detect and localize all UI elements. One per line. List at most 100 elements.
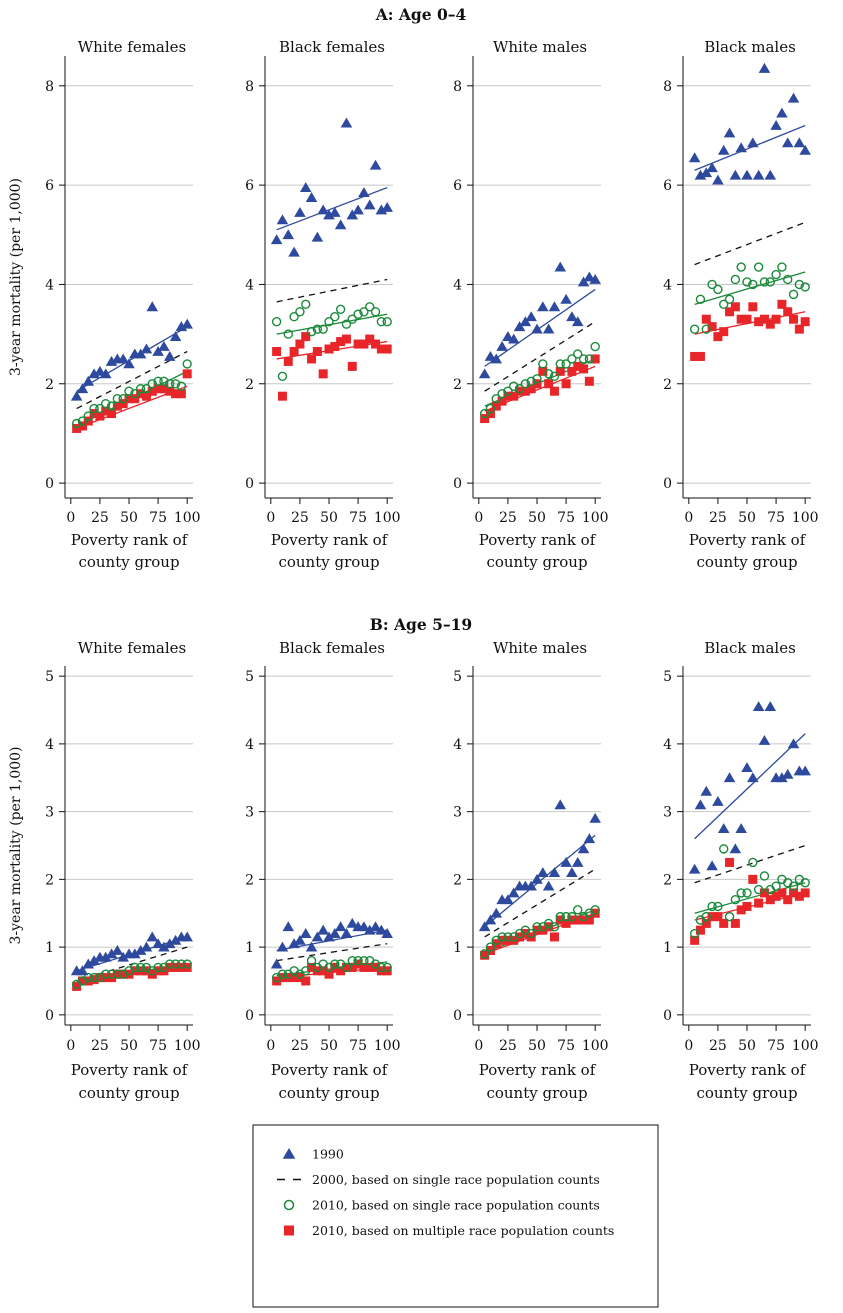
y-tick-label: 0 (663, 476, 672, 492)
x-tick-label: 50 (528, 1038, 546, 1054)
point-1990 (484, 914, 497, 925)
point-1990 (152, 345, 164, 356)
point-1990 (502, 894, 514, 905)
point-2010-multiple (341, 962, 351, 972)
point-1990 (375, 924, 388, 935)
point-2010-multiple (89, 409, 99, 419)
fit-line-2000 (276, 278, 388, 303)
point-2010-single (289, 312, 299, 322)
point-2010-single (724, 294, 735, 305)
x-tick-label: 75 (557, 510, 575, 526)
y-tick-label: 4 (663, 277, 672, 293)
point-2010-multiple (584, 915, 594, 925)
point-2010-multiple (742, 314, 752, 324)
point-1990 (717, 144, 730, 155)
fit-line-2000 (694, 221, 806, 266)
point-2010-single (376, 962, 387, 973)
point-2010-multiple (515, 386, 525, 396)
x-tick-label: 75 (557, 1038, 575, 1054)
legend-item-s2010m: 2010, based on multiple race population … (284, 1223, 614, 1238)
x-axis-label-line: Poverty rank of (479, 531, 597, 549)
x-axis-label: Poverty rank of county group (479, 1061, 597, 1102)
point-1990 (334, 921, 347, 932)
point-2010-single (71, 418, 82, 429)
x-tick-label: 75 (767, 510, 785, 526)
y-axis-label: 3-year mortality (per 1,000) (8, 746, 24, 944)
point-1990 (134, 348, 147, 359)
point-1990 (560, 293, 572, 304)
point-2010-single (306, 326, 317, 337)
point-1990 (76, 965, 89, 976)
point-1990 (490, 353, 503, 364)
x-axis-label: Poverty rank of county group (271, 1061, 389, 1102)
y-tick-label: 4 (453, 737, 462, 753)
point-1990 (288, 246, 300, 257)
point-1990 (82, 958, 95, 969)
legend-label: 2010, based on single race population co… (312, 1198, 600, 1213)
point-2010-single (748, 857, 758, 868)
point-2010-multiple (359, 962, 369, 972)
point-2010-single (753, 884, 764, 895)
point-1990 (175, 321, 188, 332)
point-1990 (729, 843, 742, 854)
point-2010-single (765, 277, 775, 287)
point-2010-single (353, 955, 363, 966)
point-2010-multiple (789, 314, 799, 324)
subplot-title: Black males (704, 639, 796, 657)
point-2010-multiple (777, 299, 787, 309)
x-axis-label-line: Poverty rank of (271, 531, 389, 549)
point-2010-multiple (107, 409, 117, 419)
point-2010-single (159, 376, 169, 386)
point-2010-single (788, 881, 799, 891)
point-2010-single (382, 962, 392, 973)
point-2010-single (347, 955, 357, 966)
point-2010-single (112, 969, 123, 979)
point-2010-multiple (725, 307, 735, 317)
x-tick-label: 0 (684, 1038, 693, 1054)
y-tick-label: 1 (663, 940, 672, 956)
point-1990 (117, 353, 129, 364)
point-2010-single (549, 922, 560, 932)
point-2010-single (124, 386, 134, 396)
point-2010-single (707, 279, 717, 290)
y-tick-label: 4 (45, 277, 54, 293)
point-2010-single (301, 299, 311, 310)
y-tick-label: 4 (453, 277, 462, 293)
point-2010-multiple (730, 918, 740, 928)
point-2010-multiple (759, 888, 769, 898)
point-2010-single (713, 901, 723, 912)
point-2010-single (543, 369, 554, 379)
point-2010-single (759, 871, 770, 881)
x-tick-label: 0 (266, 1038, 275, 1054)
point-2010-multiple (783, 895, 793, 905)
point-2010-single (555, 911, 565, 922)
y-tick-label: 2 (663, 872, 672, 888)
point-2010-multiple (719, 918, 729, 928)
y-tick-label: 4 (45, 737, 54, 753)
point-2010-single (165, 959, 175, 969)
point-2010-multiple (707, 322, 717, 332)
subplot-title: Black males (704, 38, 796, 56)
point-2010-multiple (289, 973, 299, 983)
subplot-title: Black females (279, 38, 385, 56)
point-1990 (537, 867, 549, 877)
point-2010-multiple (701, 314, 711, 324)
x-tick-label: 25 (499, 1038, 517, 1054)
y-tick-label: 4 (245, 737, 254, 753)
point-1990 (566, 311, 578, 322)
point-2010-multiple (480, 414, 490, 424)
point-1990 (88, 368, 100, 379)
point-1990 (513, 321, 526, 332)
y-tick-label: 1 (245, 940, 254, 956)
x-tick-label: 0 (66, 1038, 75, 1054)
point-1990 (299, 182, 312, 193)
point-2010-multiple (171, 389, 181, 399)
point-1990 (589, 812, 601, 823)
point-2010-multiple (295, 339, 305, 349)
point-2010-multiple (336, 337, 346, 347)
x-tick-label: 100 (174, 1038, 201, 1054)
x-tick-label: 100 (374, 510, 401, 526)
point-1990 (323, 209, 335, 220)
